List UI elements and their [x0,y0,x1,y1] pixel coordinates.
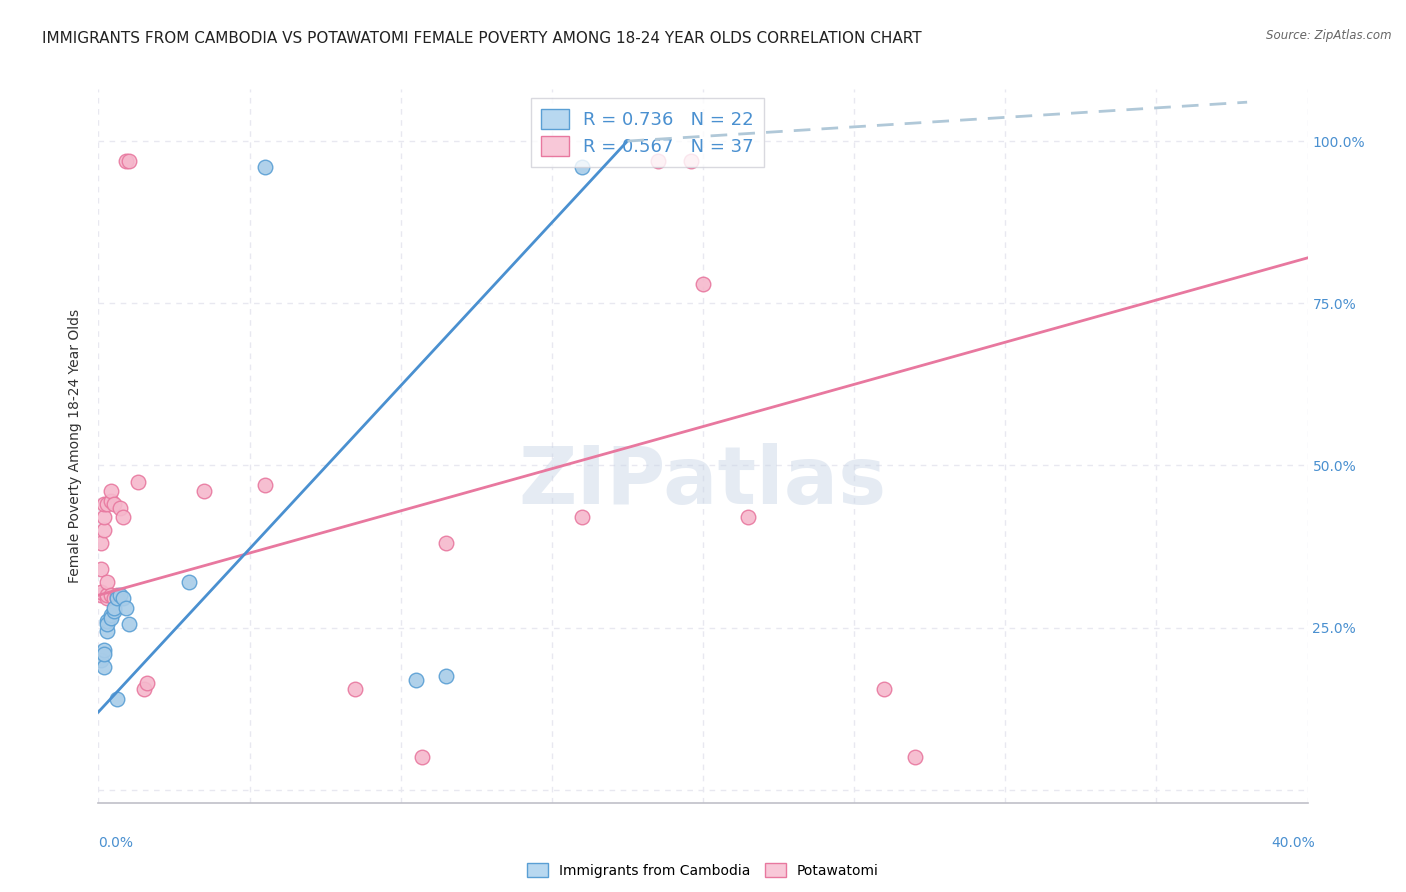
Point [103,601,125,615]
Point [100,588,122,602]
Point [193,484,215,499]
Point [344,682,367,697]
Point [100,611,122,625]
Point [118,617,141,632]
Point [96,624,118,638]
Point [114,601,136,615]
Point [434,536,457,550]
Text: ZIPatlas: ZIPatlas [519,442,887,521]
Point [100,494,122,508]
Point [93,510,115,524]
Point [93,647,115,661]
Point [105,692,128,706]
Point [873,682,896,697]
Point [111,510,134,524]
Point [103,591,125,606]
Point [127,475,149,489]
Point [114,153,136,168]
Text: 0.0%: 0.0% [98,836,134,850]
Point [96,497,118,511]
Y-axis label: Female Poverty Among 18-24 Year Olds: Female Poverty Among 18-24 Year Olds [69,309,83,583]
Legend: Immigrants from Cambodia, Potawatomi: Immigrants from Cambodia, Potawatomi [527,863,879,878]
Point [179,575,201,590]
Point [737,510,759,524]
Text: Source: ZipAtlas.com: Source: ZipAtlas.com [1267,29,1392,42]
Point [93,659,115,673]
Point [90,588,112,602]
Point [105,591,128,606]
Point [571,160,593,174]
Point [90,562,112,576]
Point [118,153,141,168]
Point [647,153,669,168]
Point [96,591,118,606]
Point [100,484,122,499]
Point [103,604,125,618]
Point [105,591,128,606]
Point [100,607,122,622]
Point [411,750,433,764]
Point [111,591,134,606]
Point [405,673,427,687]
Point [434,669,457,683]
Point [692,277,714,291]
Point [93,643,115,657]
Point [90,585,112,599]
Point [93,524,115,538]
Point [96,617,118,632]
Point [90,536,112,550]
Point [253,478,276,492]
Point [96,588,118,602]
Point [90,653,112,667]
Point [103,497,125,511]
Point [253,160,276,174]
Point [96,575,118,590]
Text: 40.0%: 40.0% [1271,836,1315,850]
Point [904,750,927,764]
Point [108,500,131,515]
Point [571,510,593,524]
Point [93,497,115,511]
Point [132,682,155,697]
Point [105,588,128,602]
Point [96,614,118,628]
Point [135,675,157,690]
Point [679,153,702,168]
Text: IMMIGRANTS FROM CAMBODIA VS POTAWATOMI FEMALE POVERTY AMONG 18-24 YEAR OLDS CORR: IMMIGRANTS FROM CAMBODIA VS POTAWATOMI F… [42,31,922,46]
Point [108,588,131,602]
